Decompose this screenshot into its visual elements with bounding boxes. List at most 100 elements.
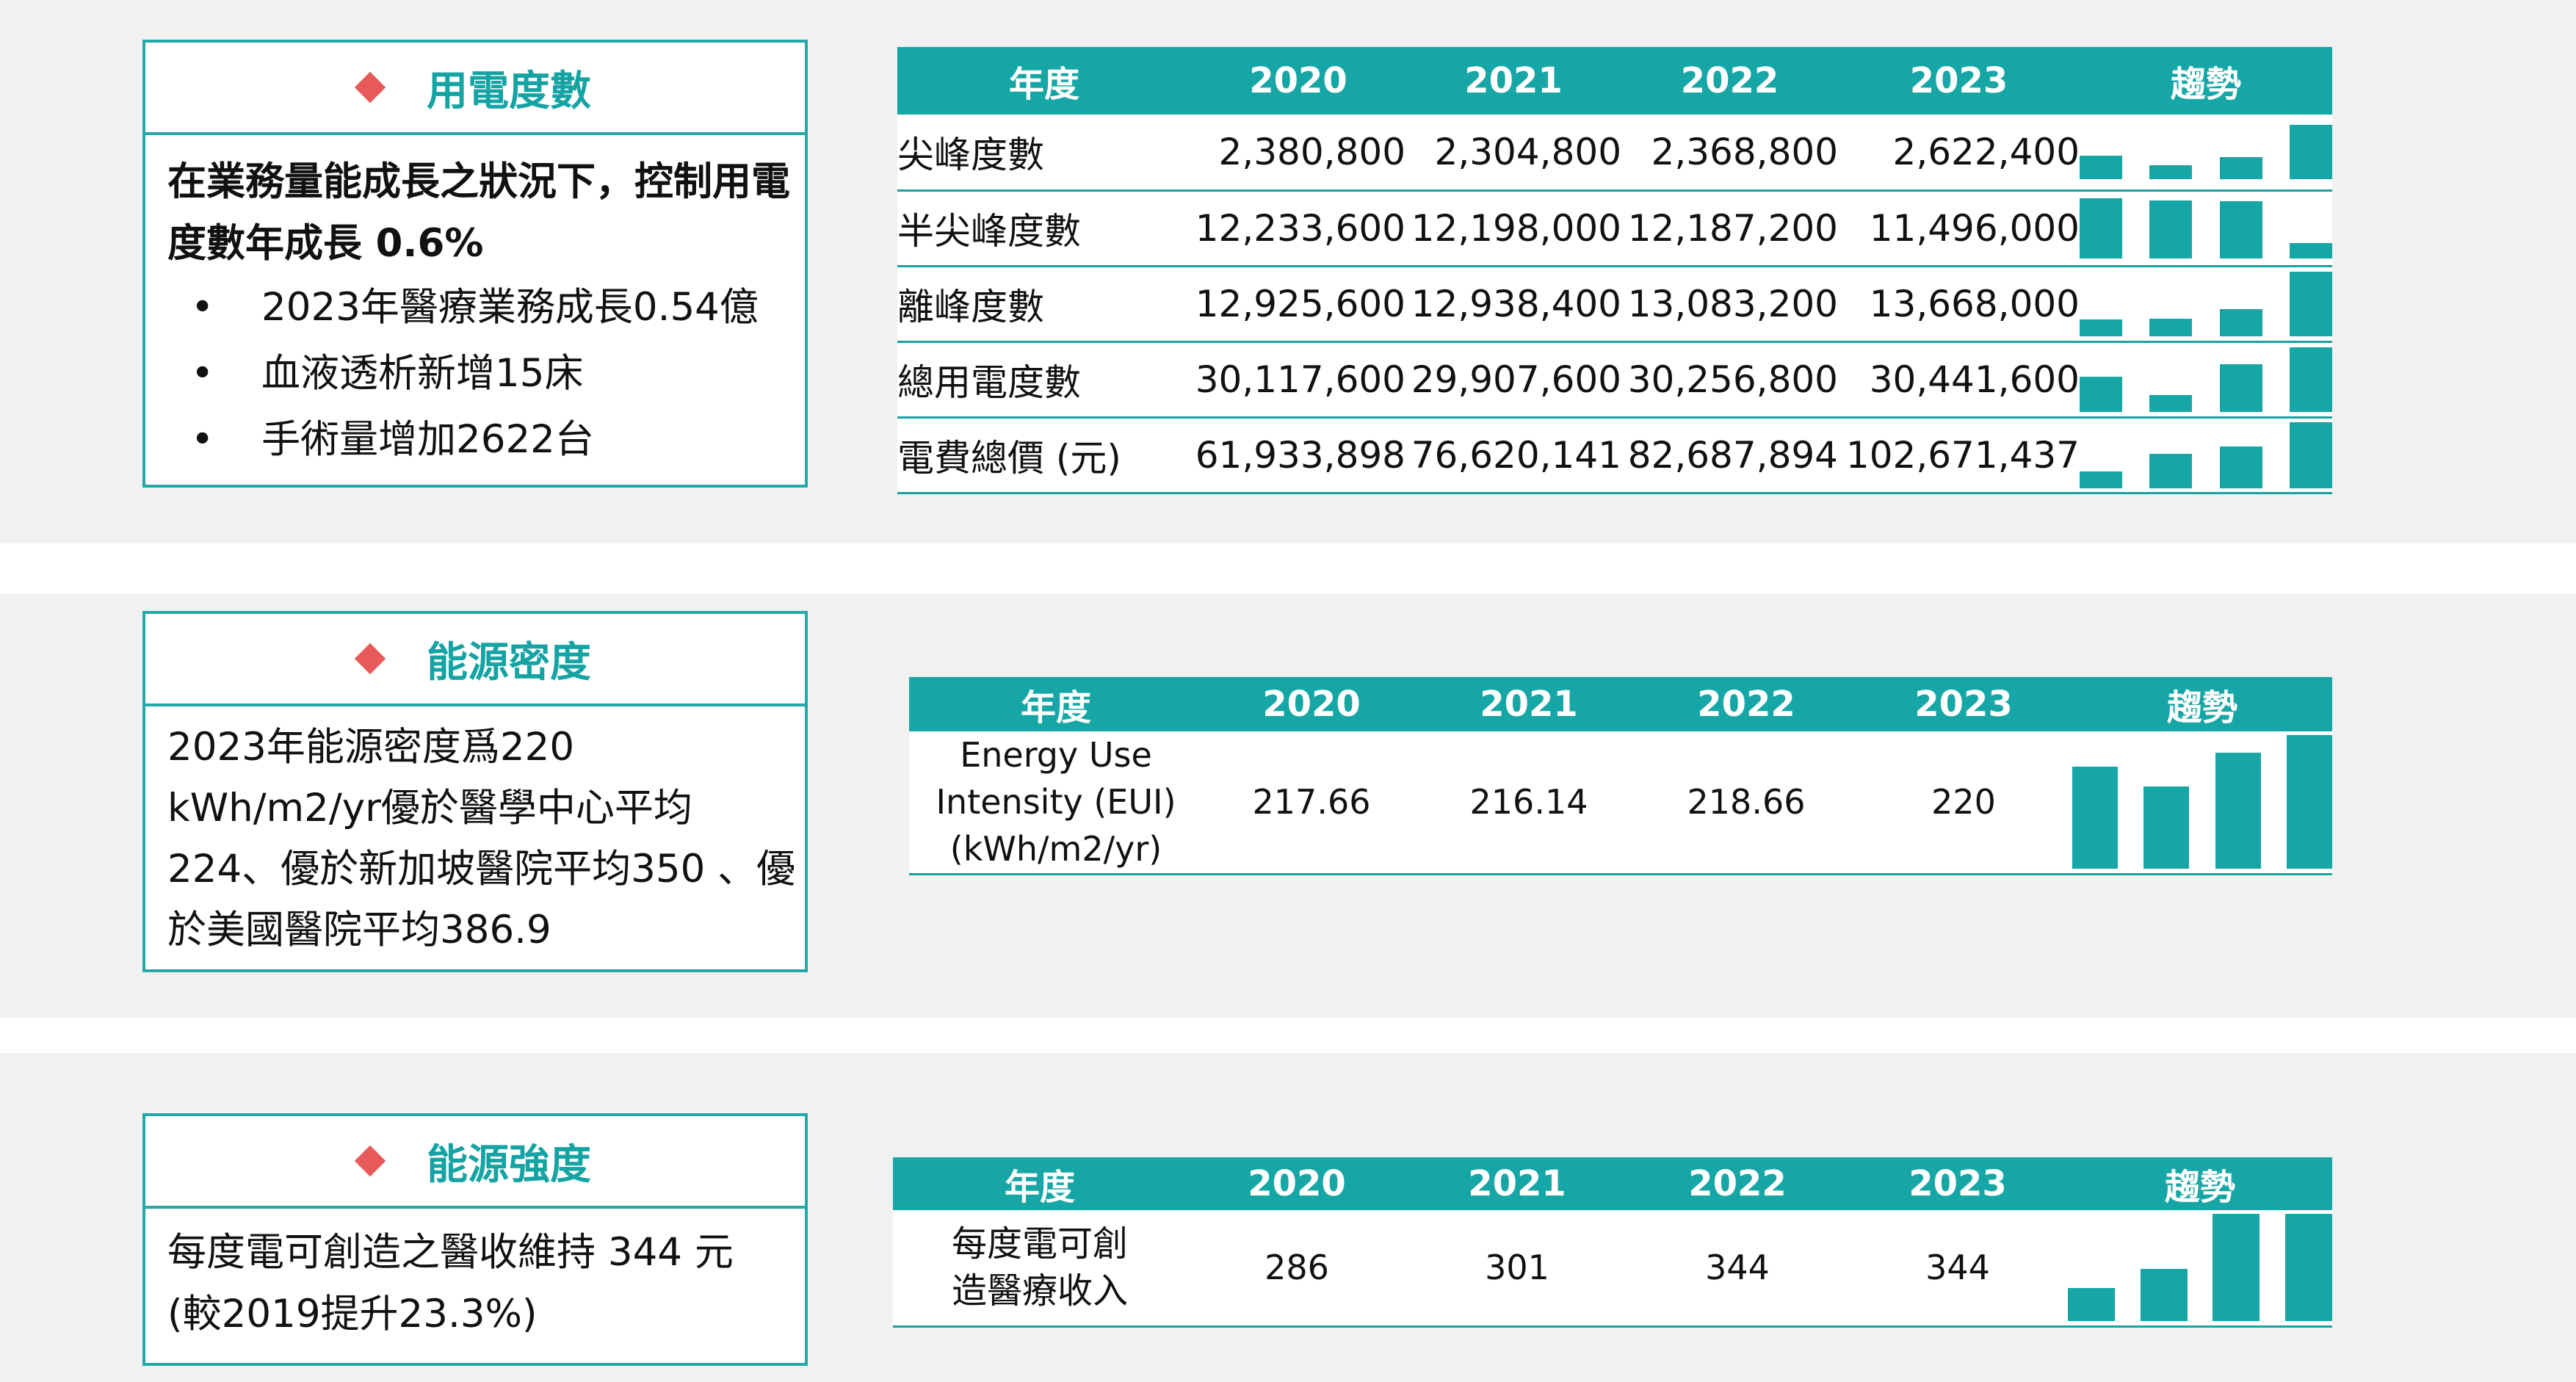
trend-cell — [2080, 341, 2332, 419]
trend-bar — [2289, 271, 2332, 336]
card-body-text: 2023年能源密度爲220 kWh/m2/yr優於醫學中心平均224、優於新加坡… — [167, 725, 796, 952]
table-header-row: 年度 2020 2021 2022 2023 趨勢 — [897, 47, 2332, 115]
header-trend: 趨勢 — [2072, 677, 2332, 731]
electricity-usage-table: 年度 2020 2021 2022 2023 趨勢 尖峰度數 2,380,800… — [897, 47, 2332, 494]
cell-2020: 217.66 — [1203, 731, 1420, 875]
table-row: 半尖峰度數 12,233,600 12,198,000 12,187,200 1… — [897, 190, 2332, 267]
card-title: 能源密度 — [427, 638, 591, 687]
cell-2021: 76,620,141 — [1405, 417, 1621, 494]
trend-sparkline — [2080, 198, 2332, 258]
bullet-item: 2023年醫療業務成長0.54億 — [167, 275, 805, 341]
diamond-icon — [354, 71, 386, 104]
header-2023: 2023 — [1838, 47, 2080, 115]
trend-bar — [2289, 124, 2332, 179]
trend-bar — [2286, 734, 2332, 869]
cell-2022: 218.66 — [1638, 731, 1855, 875]
trend-sparkline — [2072, 734, 2332, 869]
trend-sparkline — [2080, 347, 2332, 412]
energy-density-card: 能源密度 2023年能源密度爲220 kWh/m2/yr優於醫學中心平均224、… — [142, 611, 808, 972]
trend-bar — [2080, 155, 2122, 179]
row-label: 電費總價 (元) — [897, 417, 1191, 494]
cell-2020: 30,117,600 — [1191, 341, 1405, 419]
table-row: 每度電可創造醫療收入 286 301 344 344 — [893, 1210, 2332, 1328]
row-label: 離峰度數 — [897, 266, 1191, 343]
trend-bar — [2149, 318, 2193, 336]
trend-cell — [2080, 417, 2332, 494]
electricity-usage-card: 用電度數 在業務量能成長之狀況下，控制用電度數年成長 0.6% 2023年醫療業… — [142, 40, 808, 488]
header-2022: 2022 — [1621, 47, 1838, 115]
header-2020: 2020 — [1187, 1157, 1407, 1210]
trend-bar — [2219, 156, 2262, 179]
cell-2021: 12,198,000 — [1405, 190, 1621, 267]
card-header: 能源強度 — [145, 1116, 805, 1209]
row-label: 半尖峰度數 — [897, 190, 1191, 267]
cell-2023: 220 — [1855, 731, 2072, 875]
cell-2021: 301 — [1407, 1210, 1627, 1328]
trend-cell — [2080, 266, 2332, 343]
cell-2021: 29,907,600 — [1405, 341, 1621, 419]
bullet-list: 2023年醫療業務成長0.54億 血液透析新增15床 手術量增加2622台 — [167, 275, 805, 473]
cell-2023: 102,671,437 — [1838, 417, 2080, 494]
table-row: 離峰度數 12,925,600 12,938,400 13,083,200 13… — [897, 266, 2332, 343]
row-label: 每度電可創造醫療收入 — [893, 1210, 1187, 1328]
trend-bar — [2219, 363, 2262, 412]
trend-bar — [2149, 394, 2193, 412]
diamond-icon — [354, 1145, 386, 1177]
cell-2020: 61,933,898 — [1191, 417, 1405, 494]
cell-2022: 30,256,800 — [1621, 341, 1838, 419]
trend-sparkline — [2080, 271, 2332, 336]
table-row: 總用電度數 30,117,600 29,907,600 30,256,800 3… — [897, 341, 2332, 419]
trend-bar — [2080, 319, 2122, 336]
trend-bar — [2143, 786, 2190, 869]
cell-2022: 82,687,894 — [1621, 417, 1838, 494]
trend-bar — [2080, 471, 2122, 488]
trend-bar — [2284, 1213, 2332, 1321]
trend-bar — [2072, 766, 2118, 869]
table-row: 尖峰度數 2,380,800 2,304,800 2,368,800 2,622… — [897, 115, 2332, 192]
energy-density-table: 年度 2020 2021 2022 2023 趨勢 Energy Use Int… — [909, 677, 2332, 875]
bullet-item: 手術量增加2622台 — [167, 407, 805, 473]
trend-bar — [2289, 422, 2332, 488]
card-title: 用電度數 — [427, 67, 591, 115]
trend-bar — [2289, 347, 2332, 412]
trend-cell — [2072, 731, 2332, 875]
card-header: 能源密度 — [145, 614, 805, 706]
card-title: 能源強度 — [427, 1140, 591, 1189]
row-label: Energy Use Intensity (EUI) (kWh/m2/yr) — [909, 731, 1203, 875]
energy-intensity-card: 能源強度 每度電可創造之醫收維持 344 元 (較2019提升23.3%) — [142, 1113, 808, 1366]
trend-bar — [2213, 1213, 2260, 1321]
trend-bar — [2080, 376, 2122, 412]
cell-2022: 13,083,200 — [1621, 266, 1838, 343]
cell-2021: 216.14 — [1420, 731, 1638, 875]
table-header-row: 年度 2020 2021 2022 2023 趨勢 — [909, 677, 2332, 731]
trend-bar — [2289, 242, 2332, 258]
trend-bar — [2149, 164, 2193, 179]
trend-bar — [2140, 1268, 2188, 1321]
cell-2023: 344 — [1848, 1210, 2068, 1328]
cell-2022: 344 — [1627, 1210, 1848, 1328]
trend-bar — [2219, 446, 2262, 488]
header-2020: 2020 — [1191, 47, 1405, 115]
cell-2020: 12,925,600 — [1191, 266, 1405, 343]
trend-bar — [2149, 200, 2193, 258]
header-2021: 2021 — [1407, 1157, 1627, 1210]
cell-2021: 12,938,400 — [1405, 266, 1621, 343]
header-trend: 趨勢 — [2080, 47, 2332, 115]
header-2023: 2023 — [1848, 1157, 2068, 1210]
header-trend: 趨勢 — [2068, 1157, 2332, 1210]
trend-sparkline — [2068, 1213, 2332, 1321]
cell-2020: 286 — [1187, 1210, 1407, 1328]
cell-2020: 2,380,800 — [1191, 115, 1405, 192]
row-label: 總用電度數 — [897, 341, 1191, 419]
energy-intensity-table: 年度 2020 2021 2022 2023 趨勢 每度電可創造醫療收入 286… — [893, 1157, 2332, 1328]
diamond-icon — [354, 643, 386, 675]
header-2022: 2022 — [1627, 1157, 1848, 1210]
cell-2023: 13,668,000 — [1838, 266, 2080, 343]
header-year: 年度 — [897, 47, 1191, 115]
header-year: 年度 — [893, 1157, 1187, 1210]
trend-bar — [2219, 200, 2262, 258]
trend-sparkline — [2080, 422, 2332, 488]
trend-sparkline — [2080, 124, 2332, 179]
trend-bar — [2215, 752, 2261, 869]
header-2022: 2022 — [1638, 677, 1855, 731]
